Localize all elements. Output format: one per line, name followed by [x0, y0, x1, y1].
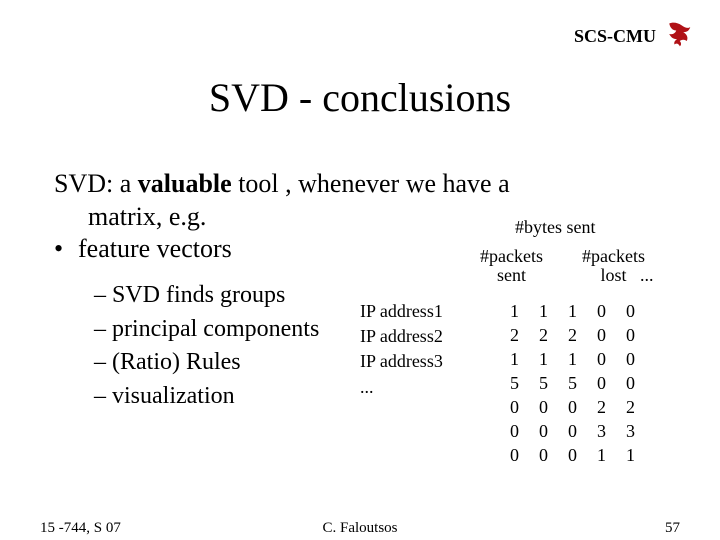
bullet-dot-icon: •	[54, 233, 78, 266]
matrix-cell: 0	[558, 443, 587, 467]
matrix-cell: 1	[529, 347, 558, 371]
line1-post: tool , whenever we have a	[232, 169, 510, 198]
sub-item: (Ratio) Rules	[94, 346, 319, 380]
row-labels: IP address1 IP address2 IP address3 ...	[360, 299, 443, 400]
matrix-cell: 1	[616, 443, 645, 467]
label-dots: ...	[640, 265, 654, 286]
matrix-cell: 0	[587, 347, 616, 371]
matrix-cell: 0	[500, 419, 529, 443]
matrix-cell: 2	[558, 323, 587, 347]
sub-bullet-list: SVD finds groups principal components (R…	[94, 279, 319, 413]
matrix-cell: 0	[500, 443, 529, 467]
row-label: IP address1	[360, 299, 443, 324]
matrix-cell: 1	[558, 299, 587, 323]
dragon-logo-icon	[664, 20, 692, 53]
bullet1-text: feature vectors	[78, 233, 232, 266]
matrix-cell: 5	[500, 371, 529, 395]
matrix-cell: 2	[616, 395, 645, 419]
packets-lost-l2: lost	[600, 265, 626, 285]
matrix-cell: 0	[558, 419, 587, 443]
row-label: IP address2	[360, 324, 443, 349]
sub-item: SVD finds groups	[94, 279, 319, 313]
footer-author: C. Faloutsos	[0, 520, 720, 537]
matrix-cell: 0	[558, 395, 587, 419]
footer-page: 57	[665, 520, 680, 537]
matrix-cell: 5	[558, 371, 587, 395]
sub-item: principal components	[94, 313, 319, 347]
matrix-cell: 0	[529, 443, 558, 467]
matrix-cell: 5	[529, 371, 558, 395]
label-packets-lost: #packets lost	[582, 247, 645, 285]
body-line-2: matrix, e.g.	[54, 201, 694, 234]
row-label: ...	[360, 375, 443, 400]
matrix-cell: 3	[587, 419, 616, 443]
matrix-cell: 1	[587, 443, 616, 467]
packets-lost-l1: #packets	[582, 246, 645, 266]
matrix-cell: 0	[616, 299, 645, 323]
matrix-cell: 3	[616, 419, 645, 443]
row-label: IP address3	[360, 349, 443, 374]
matrix-cell: 0	[587, 371, 616, 395]
label-packets-sent: #packets sent	[480, 247, 543, 285]
matrix-cell: 0	[529, 395, 558, 419]
line1-bold: valuable	[138, 169, 232, 198]
header-org: SCS-CMU	[574, 26, 656, 47]
matrix-cell: 2	[587, 395, 616, 419]
sub-item: visualization	[94, 380, 319, 414]
matrix-cell: 0	[500, 395, 529, 419]
matrix-cell: 1	[500, 347, 529, 371]
matrix-cell: 0	[529, 419, 558, 443]
packets-sent-l1: #packets	[480, 246, 543, 266]
matrix-cell: 0	[587, 323, 616, 347]
matrix-cell: 2	[529, 323, 558, 347]
matrix-grid: 11100222001110055500000220003300011	[500, 299, 645, 467]
line1-pre: SVD: a	[54, 169, 138, 198]
matrix-cell: 0	[616, 323, 645, 347]
body-line-1: SVD: a valuable tool , whenever we have …	[54, 168, 694, 201]
slide-title: SVD - conclusions	[0, 74, 720, 121]
matrix-cell: 1	[558, 347, 587, 371]
label-bytes-sent: #bytes sent	[515, 217, 596, 238]
matrix-cell: 0	[587, 299, 616, 323]
matrix-cell: 1	[529, 299, 558, 323]
matrix-cell: 2	[500, 323, 529, 347]
packets-sent-l2: sent	[497, 265, 526, 285]
matrix-cell: 0	[616, 347, 645, 371]
matrix-cell: 1	[500, 299, 529, 323]
matrix-cell: 0	[616, 371, 645, 395]
